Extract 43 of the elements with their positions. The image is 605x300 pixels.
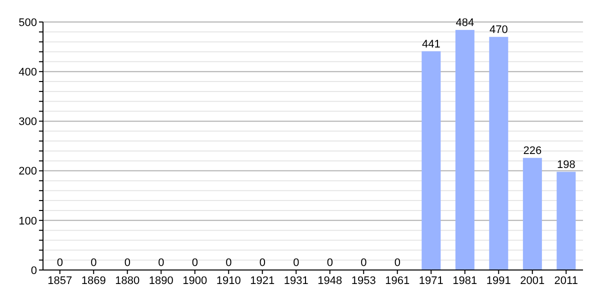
x-tick-label: 1890 <box>148 274 174 287</box>
x-tick-label: 1971 <box>418 274 444 287</box>
data-label: 0 <box>259 257 266 269</box>
bar <box>522 158 542 270</box>
x-tick-label: 1910 <box>216 274 241 287</box>
data-label: 0 <box>360 257 367 269</box>
data-label: 0 <box>56 257 63 269</box>
data-label: 470 <box>489 24 508 36</box>
bar <box>556 172 576 270</box>
data-label: 0 <box>124 257 130 269</box>
x-tick-label: 1857 <box>48 274 72 287</box>
y-tick-label: 100 <box>18 215 37 228</box>
bar <box>455 30 474 270</box>
data-label: 0 <box>158 257 164 269</box>
data-label: 484 <box>456 16 474 29</box>
x-tick-label: 1981 <box>452 274 478 287</box>
x-tick-label: 1880 <box>115 274 140 287</box>
data-label: 0 <box>326 257 333 269</box>
bar <box>422 51 441 270</box>
data-label: 0 <box>90 257 97 269</box>
y-tick-label: 300 <box>18 116 37 128</box>
data-label: 441 <box>422 38 440 50</box>
data-label: 0 <box>293 257 300 269</box>
y-tick-label: 500 <box>18 16 37 29</box>
x-tick-label: 1900 <box>182 274 208 287</box>
x-tick-label: 1991 <box>486 274 511 287</box>
data-label: 226 <box>523 144 542 157</box>
y-tick-label: 400 <box>18 66 37 79</box>
x-tick-label: 1921 <box>250 274 275 287</box>
x-tick-label: 2001 <box>520 274 545 287</box>
x-tick-label: 1931 <box>284 274 308 287</box>
x-tick-label: 1869 <box>81 274 106 287</box>
x-tick-label: 1961 <box>385 274 410 287</box>
y-tick-label: 0 <box>30 264 37 277</box>
data-label: 0 <box>394 257 400 269</box>
x-tick-label: 1953 <box>351 274 376 287</box>
x-tick-label: 1948 <box>318 274 342 287</box>
y-tick-label: 200 <box>18 166 37 178</box>
data-label: 198 <box>556 158 576 171</box>
x-tick-label: 2011 <box>554 274 578 287</box>
data-label: 0 <box>192 257 198 269</box>
data-label: 0 <box>226 257 232 269</box>
bar <box>489 36 508 270</box>
